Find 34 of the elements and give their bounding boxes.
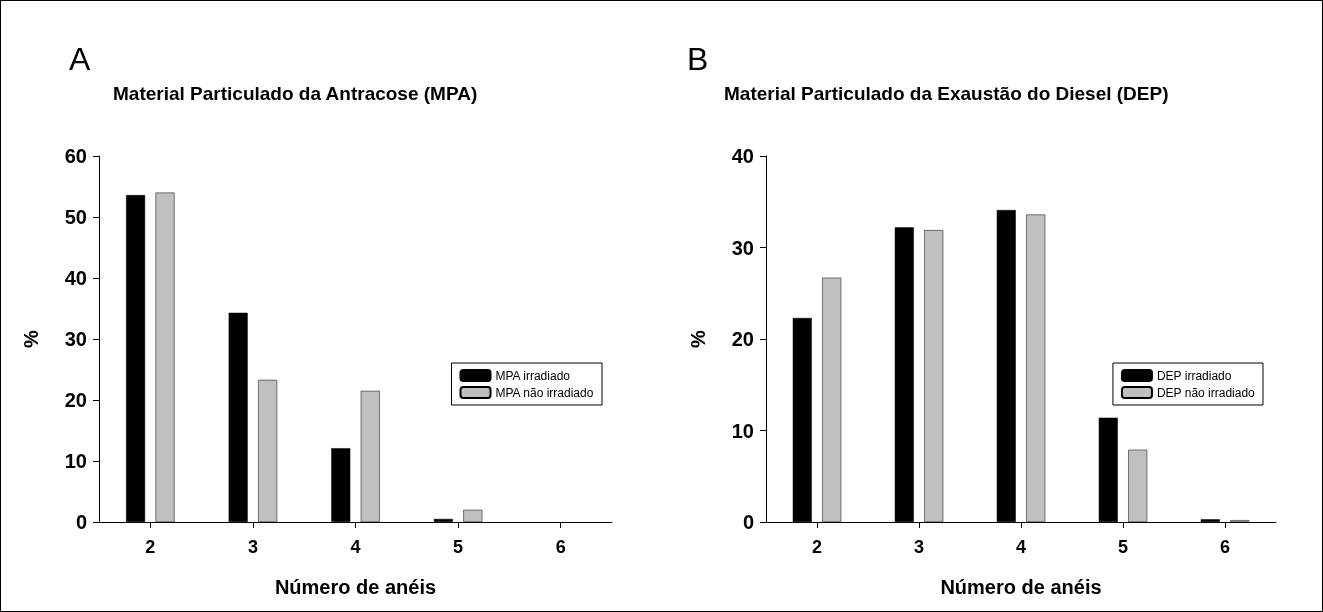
chart-title: Material Particulado da Antracose (MPA) (113, 83, 478, 104)
y-tick-label: 60 (64, 145, 87, 167)
y-tick-label: 20 (64, 389, 87, 411)
x-axis-title: Número de anéis (940, 576, 1102, 598)
y-tick-label: 0 (742, 511, 754, 533)
x-tick-label: 6 (555, 537, 566, 557)
y-tick-label: 40 (64, 267, 87, 289)
legend-label: DEP irradiado (1156, 368, 1232, 383)
y-tick-label: 10 (64, 450, 87, 472)
x-tick-label: 2 (811, 537, 823, 557)
x-axis-title: Número de anéis (274, 576, 437, 598)
x-tick-label: 4 (1015, 537, 1027, 557)
y-tick-label: 30 (64, 328, 87, 350)
y-tick-label: 40 (731, 145, 754, 167)
y-axis-title: % (687, 329, 709, 348)
x-tick-label: 3 (247, 537, 258, 557)
x-tick-label: 5 (1117, 537, 1129, 557)
y-tick-label: 10 (731, 419, 754, 442)
x-tick-label: 6 (1219, 537, 1231, 557)
legend-label: MPA não irradiado (495, 385, 594, 400)
y-tick-label: 20 (731, 328, 754, 350)
x-tick-label: 2 (145, 537, 156, 557)
y-tick-label: 0 (75, 511, 87, 533)
legend-label: DEP não irradiado (1156, 385, 1256, 400)
y-tick-label: 30 (731, 236, 754, 259)
y-axis-title: % (20, 329, 42, 348)
text: A (69, 41, 91, 77)
text: B (687, 41, 709, 77)
x-tick-label: 3 (913, 537, 925, 557)
chart-title: Material Particulado da Exaustão do Diesel (DEP) (724, 83, 1169, 104)
y-tick-label: 50 (64, 206, 87, 228)
x-tick-label: 5 (453, 537, 464, 557)
legend-label: MPA irradiado (495, 368, 571, 383)
x-tick-label: 4 (350, 537, 361, 557)
